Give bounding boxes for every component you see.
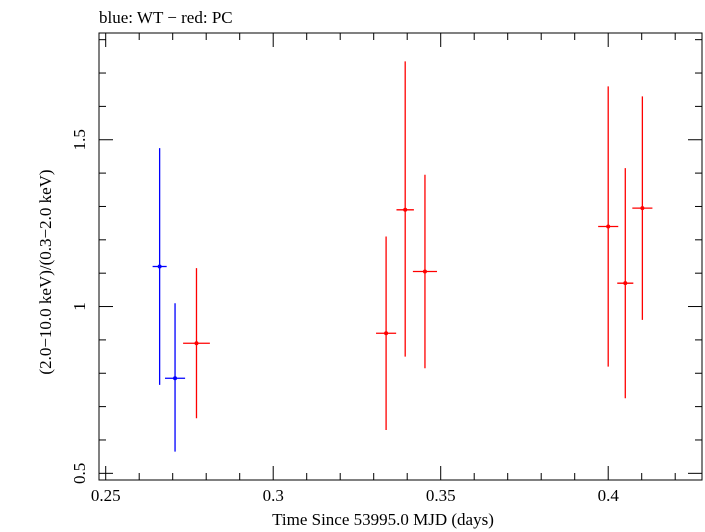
y-tick-label: 0.5 <box>70 463 89 484</box>
chart-title: blue: WT − red: PC <box>99 8 233 27</box>
y-axis-ticks: 0.5 1 1.5 <box>70 39 702 484</box>
point-marker <box>157 264 162 269</box>
data-point <box>412 174 438 369</box>
point-marker <box>194 341 199 346</box>
x-axis-ticks: 0.25 0.3 0.35 0.4 <box>91 33 676 505</box>
data-point <box>617 168 634 399</box>
x-axis-label: Time Since 53995.0 MJD (days) <box>272 510 494 529</box>
data-points <box>152 61 653 452</box>
data-point <box>396 61 414 357</box>
point-marker <box>403 207 408 212</box>
data-point <box>598 86 619 367</box>
point-marker <box>606 224 611 229</box>
data-point <box>164 303 186 452</box>
data-point <box>183 268 210 419</box>
x-tick-label: 0.4 <box>598 486 620 505</box>
data-point <box>632 96 653 320</box>
data-point <box>376 236 397 430</box>
x-tick-label: 0.25 <box>91 486 121 505</box>
y-tick-label: 1.5 <box>70 129 89 150</box>
y-axis-label: (2.0−10.0 keV)/(0.3−2.0 keV) <box>36 169 55 374</box>
point-marker <box>173 376 178 381</box>
point-marker <box>623 281 628 286</box>
plot-frame <box>98 32 703 481</box>
point-marker <box>384 331 389 336</box>
y-tick-label: 1 <box>70 302 89 311</box>
x-tick-label: 0.35 <box>426 486 456 505</box>
point-marker <box>422 269 427 274</box>
data-point <box>152 148 167 385</box>
x-tick-label: 0.3 <box>263 486 284 505</box>
point-marker <box>640 206 645 211</box>
